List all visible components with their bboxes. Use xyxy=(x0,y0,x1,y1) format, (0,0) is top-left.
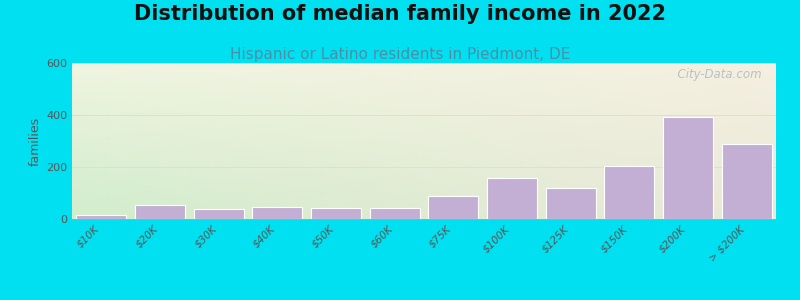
Text: Hispanic or Latino residents in Piedmont, DE: Hispanic or Latino residents in Piedmont… xyxy=(230,46,570,62)
Text: City-Data.com: City-Data.com xyxy=(670,68,762,81)
Bar xyxy=(487,178,537,219)
Bar xyxy=(135,206,185,219)
Bar xyxy=(253,207,302,219)
Bar xyxy=(311,208,361,219)
Bar xyxy=(663,117,713,219)
Bar xyxy=(722,144,771,219)
Bar xyxy=(429,196,478,219)
Bar xyxy=(194,209,243,219)
Y-axis label: families: families xyxy=(29,116,42,166)
Text: Distribution of median family income in 2022: Distribution of median family income in … xyxy=(134,4,666,25)
Bar xyxy=(370,208,419,219)
Bar xyxy=(605,166,654,219)
Bar xyxy=(77,215,126,219)
Bar xyxy=(546,188,595,219)
